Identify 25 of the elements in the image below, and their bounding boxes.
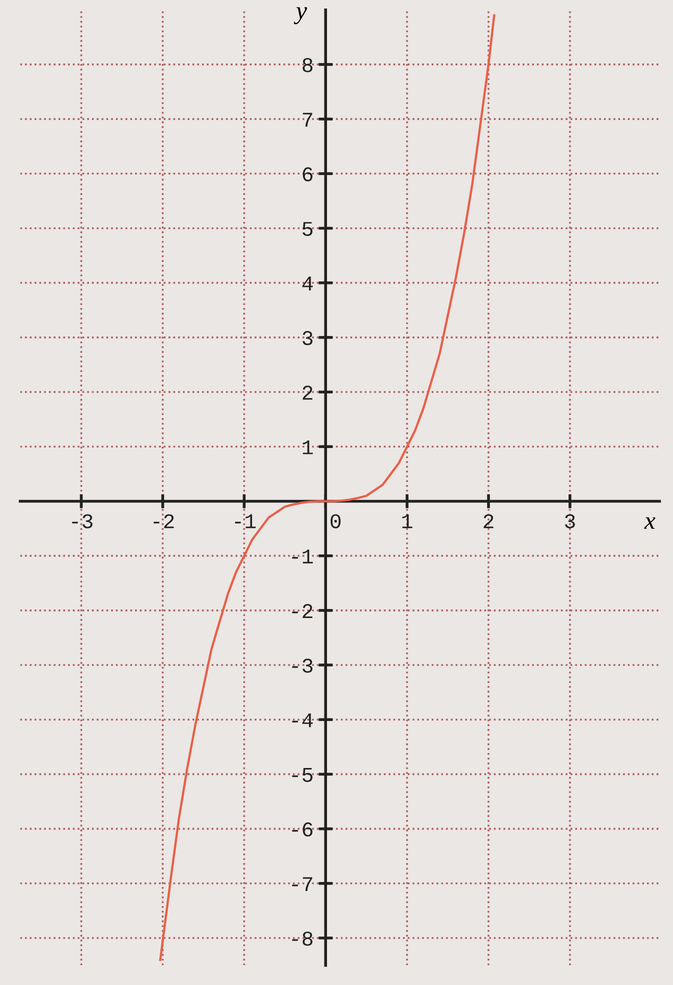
y-tick-label: -7 [292, 877, 312, 891]
y-tick-label: -4 [292, 713, 313, 728]
y-tick-label: -3 [292, 658, 312, 673]
x-tick-label: -3 [72, 514, 92, 528]
y-tick-label: 5 [302, 222, 312, 236]
y-tick-label: -1 [292, 550, 313, 564]
y-axis-title: y [294, 7, 308, 24]
y-tick-label: -6 [292, 822, 312, 837]
x-tick-label: 0 [330, 514, 341, 528]
y-tick-label: 6 [302, 167, 312, 182]
x-axis-title: x [644, 517, 656, 529]
y-tick-label: 3 [302, 331, 312, 346]
y-tick-label: -5 [292, 768, 312, 782]
x-tick-label: 3 [565, 514, 575, 528]
y-tick-label: 7 [302, 112, 312, 127]
x-tick-label: 1 [402, 514, 412, 528]
y-tick-label: -8 [292, 932, 312, 946]
y-tick-label: 2 [302, 386, 312, 400]
y-tick-label: 1 [302, 440, 313, 454]
x-tick-label: -1 [235, 514, 256, 528]
y-tick-label: -2 [292, 604, 312, 618]
y-tick-label: 4 [302, 276, 313, 290]
x-tick-label: 2 [484, 514, 494, 528]
y-tick-label: 8 [302, 58, 312, 72]
x-tick-label: -2 [154, 514, 174, 528]
